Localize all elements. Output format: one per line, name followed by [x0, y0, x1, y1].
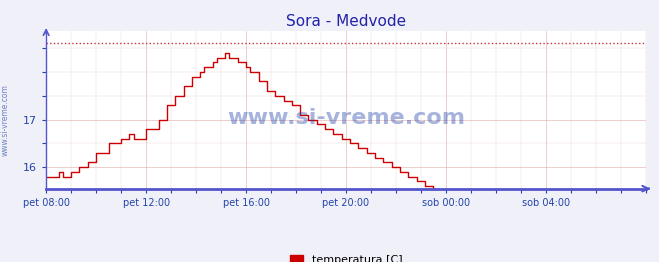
Legend: temperatura [C]: temperatura [C]: [285, 250, 407, 262]
Text: www.si-vreme.com: www.si-vreme.com: [227, 108, 465, 128]
Text: www.si-vreme.com: www.si-vreme.com: [1, 85, 10, 156]
Title: Sora - Medvode: Sora - Medvode: [286, 14, 406, 29]
